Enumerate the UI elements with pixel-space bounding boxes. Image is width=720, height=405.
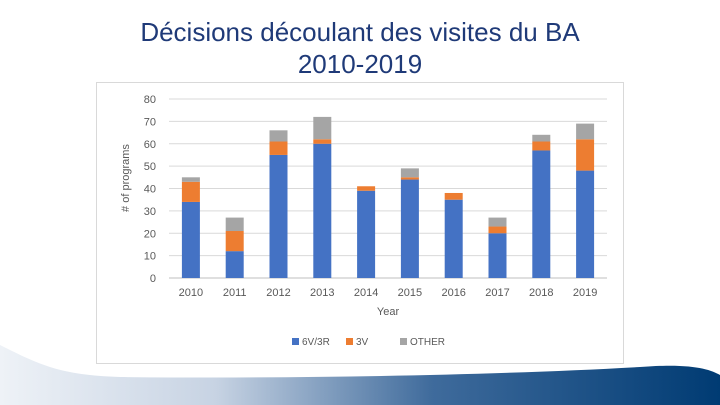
bar-segment [532, 134, 551, 142]
footer-wave-shape [0, 345, 720, 405]
x-tick-label: 2011 [223, 287, 247, 299]
bar-segment [357, 190, 376, 278]
chart-frame: 0 10 20 30 40 50 60 70 80 2010 2011 2012 2013 2014 201… [96, 82, 624, 364]
bar-segment [488, 226, 507, 234]
label-layer: 0 10 20 30 40 50 60 70 80 2010 2011 2012 2013 2014 201… [144, 94, 598, 299]
slide-title-line-1: Décisions découlant des visites du BA [140, 17, 580, 47]
bar-segment [400, 168, 419, 178]
x-tick-label: 2010 [179, 287, 203, 299]
x-tick-label: 2014 [354, 287, 378, 299]
x-axis-label: Year [377, 306, 400, 318]
bar-segment [269, 154, 288, 278]
y-tick-label: 60 [144, 139, 156, 151]
x-tick-label: 2012 [266, 287, 290, 299]
bar-segment [225, 231, 244, 252]
bar-segment [225, 217, 244, 232]
bar-segment [576, 123, 595, 140]
bar-segment [400, 179, 419, 278]
stacked-bar-chart: 0 10 20 30 40 50 60 70 80 2010 2011 2012 2013 2014 201… [120, 94, 607, 348]
y-tick-label: 20 [144, 228, 156, 240]
bar-segment [313, 143, 332, 278]
slide-title-line-2: 2010-2019 [297, 49, 423, 79]
y-tick-label: 80 [144, 94, 156, 106]
x-tick-label: 2019 [573, 287, 597, 299]
bar-layer [181, 116, 595, 278]
footer-wave-band [0, 345, 720, 405]
slide-title: Décisions découlant des visites du BA 20… [0, 16, 720, 80]
bar-segment [400, 177, 419, 180]
legend-label: OTHER [410, 337, 445, 348]
bar-segment [225, 251, 244, 278]
bar-segment [181, 181, 200, 202]
chart-legend: 6V/3R 3V OTHER [292, 337, 445, 348]
bar-segment [576, 170, 595, 278]
y-tick-label: 40 [144, 184, 156, 196]
legend-swatch [400, 338, 407, 345]
x-tick-label: 2016 [441, 287, 465, 299]
bar-segment [576, 139, 595, 171]
y-axis-label: # of programs [120, 144, 132, 212]
x-tick-label: 2015 [398, 287, 422, 299]
bar-segment [532, 141, 551, 151]
bar-segment [313, 139, 332, 144]
x-tick-label: 2013 [310, 287, 334, 299]
bar-segment [357, 186, 376, 191]
legend-label: 6V/3R [302, 337, 330, 348]
bar-segment [269, 141, 288, 155]
bar-segment [444, 192, 463, 200]
legend-swatch [346, 338, 353, 345]
legend-swatch [292, 338, 299, 345]
bar-segment [444, 199, 463, 278]
bar-segment [532, 150, 551, 278]
bar-segment [269, 130, 288, 142]
legend-label: 3V [356, 337, 369, 348]
bar-segment [181, 201, 200, 278]
bar-segment [181, 177, 200, 182]
y-tick-label: 50 [144, 161, 156, 173]
y-tick-label: 30 [144, 206, 156, 218]
bar-segment [488, 233, 507, 278]
x-tick-label: 2017 [485, 287, 509, 299]
bar-segment [488, 217, 507, 227]
y-tick-label: 70 [144, 116, 156, 128]
x-tick-label: 2018 [529, 287, 553, 299]
y-tick-label: 10 [144, 251, 156, 263]
bar-segment [313, 116, 332, 140]
y-tick-label: 0 [150, 273, 156, 285]
